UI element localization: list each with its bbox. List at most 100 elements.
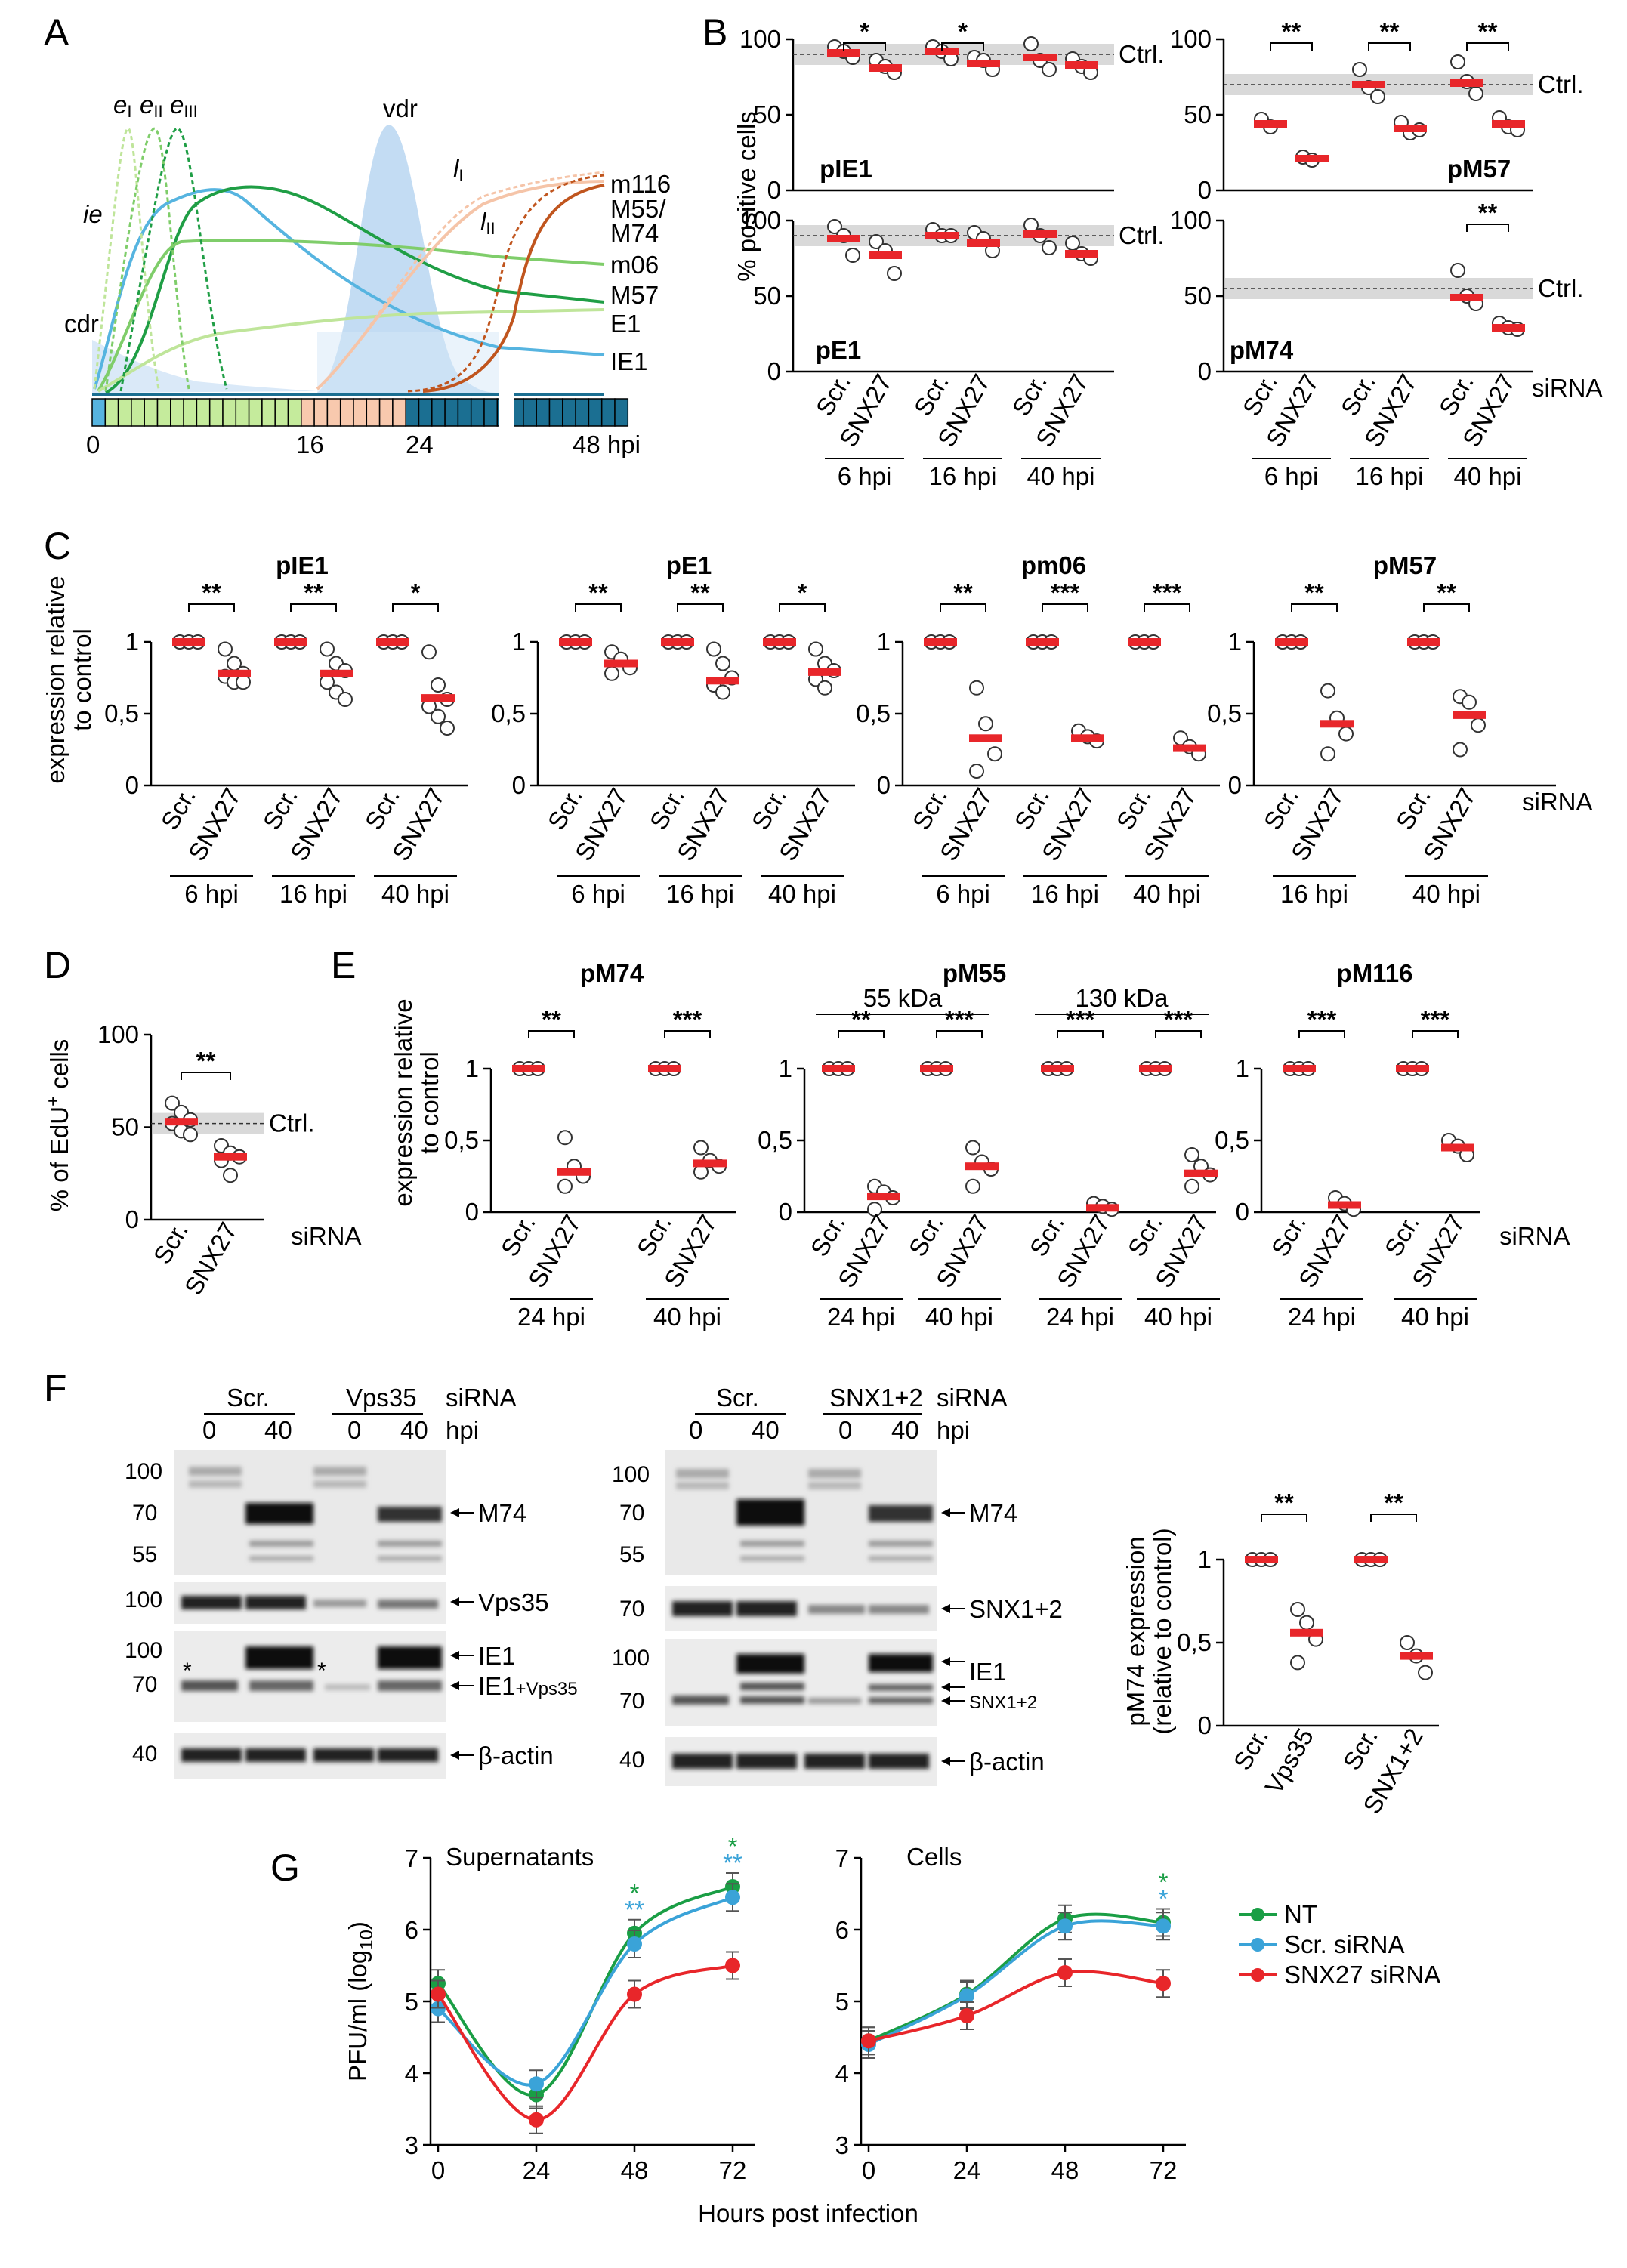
data-point — [1450, 54, 1465, 69]
median-bar — [1320, 720, 1354, 728]
series-point-SNX27 siRNA — [431, 1986, 446, 2002]
panel-c-ylabel-2: to control — [68, 628, 96, 731]
sig-bracket — [1466, 42, 1509, 51]
series-point-SNX27 siRNA — [1057, 1965, 1073, 1980]
tick-48: 48 hpi — [573, 430, 641, 458]
data-point — [1370, 89, 1385, 104]
blot1-mw3-100: 100 — [125, 1638, 162, 1663]
sig-stars: *** — [945, 1005, 974, 1033]
blot2-snx-label: SNX1+2 — [829, 1384, 923, 1412]
timeline-cell — [104, 398, 119, 427]
data-point — [1450, 263, 1465, 278]
label-e-i: eI — [113, 91, 131, 121]
blot1-label-ie1-vps35: IE1+Vps35 — [478, 1672, 578, 1700]
y-tick-label: 4 — [835, 2060, 849, 2087]
sig-bracket — [1298, 1030, 1345, 1038]
y-tick-label: 100 — [1170, 25, 1212, 53]
y-tick-label: 0,5 — [1177, 1628, 1212, 1656]
tick-16: 16 — [296, 430, 324, 458]
series-point-SNX27 siRNA — [627, 1986, 642, 2002]
panel-label-d: D — [44, 944, 71, 986]
series-point-SNX27 siRNA — [861, 2033, 876, 2049]
timeline-cell — [170, 398, 184, 427]
median-bar — [1139, 1065, 1172, 1072]
plot-title: pM55 — [943, 959, 1006, 987]
median-bar — [1026, 638, 1059, 646]
sig-bracket — [843, 42, 886, 51]
group-label: 6 hpi — [1264, 462, 1319, 490]
data-point — [421, 644, 437, 660]
timeline-cell — [353, 398, 368, 427]
data-point — [223, 1168, 238, 1183]
ctrl-label: Ctrl. — [1119, 40, 1165, 68]
x-label-scr: Scr. — [360, 783, 405, 835]
median-bar — [827, 235, 860, 242]
panel-b-plot-pIE1: 0 50 100 Ctrl. pIE1 * * — [739, 17, 1165, 204]
y-tick-label: 0 — [512, 771, 526, 799]
blot2-arrows — [941, 1508, 965, 1766]
legend-marker — [1251, 1968, 1264, 1982]
data-point — [431, 677, 446, 693]
y-tick-label: 1 — [1198, 1545, 1212, 1573]
blot2-scr-label: Scr. — [716, 1384, 759, 1412]
median-bar — [808, 668, 841, 676]
group-label: 6 hpi — [838, 462, 892, 490]
blot2-ie1-strip — [665, 1639, 937, 1726]
x-label-scr: Scr. — [258, 783, 303, 835]
timeline-cell — [235, 398, 250, 427]
timeline-cell — [444, 398, 459, 427]
median-bar — [1453, 711, 1486, 719]
data-point — [1320, 683, 1335, 699]
sig-stars: * — [411, 579, 421, 606]
x-label-scr: Scr. — [1258, 783, 1304, 835]
data-point — [693, 1140, 709, 1156]
sig-bracket — [1291, 603, 1338, 612]
series-point-Scr. siRNA — [959, 1988, 974, 2004]
y-tick-label: 0 — [767, 176, 781, 204]
timeline-cell — [457, 398, 472, 427]
data-point — [1290, 1655, 1305, 1671]
sig-nt: * — [630, 1879, 640, 1907]
plot-title: Cells — [906, 1843, 962, 1871]
x-label-scr: Scr. — [1379, 1210, 1425, 1261]
group-label: 40 hpi — [1401, 1303, 1469, 1331]
group-label: 6 hpi — [936, 880, 990, 908]
blot2-lane-1: 0 — [689, 1416, 702, 1444]
plot-title: pm06 — [1021, 551, 1086, 579]
sig-bracket — [1412, 1030, 1459, 1038]
series-point-SNX27 siRNA — [959, 2008, 974, 2023]
y-tick-label: 7 — [405, 1844, 418, 1872]
blot1-ie1-strip: * * — [174, 1631, 446, 1722]
median-bar — [1275, 638, 1308, 646]
sig-bracket — [181, 1072, 231, 1080]
x-label-scr: Scr. — [542, 783, 588, 835]
y-tick-label: 0,5 — [491, 699, 526, 727]
median-bar — [693, 1159, 727, 1168]
data-point — [693, 1164, 709, 1180]
blot1-label-actin: β-actin — [478, 1742, 554, 1770]
median-bar — [1396, 1065, 1429, 1072]
sig-stars: * — [860, 17, 869, 45]
sig-bracket — [1466, 224, 1509, 232]
data-point — [1400, 1635, 1415, 1650]
series-line-SNX27 siRNA — [437, 1964, 733, 2121]
y-tick-label: 3 — [835, 2131, 849, 2159]
x-tick-label: 72 — [719, 2156, 747, 2184]
y-tick-label: 100 — [739, 25, 781, 53]
median-bar — [967, 239, 1000, 247]
blot1-star-1: * — [183, 1659, 192, 1683]
blot1-sirna-label: siRNA — [446, 1384, 517, 1412]
y-tick-label: 3 — [405, 2131, 418, 2159]
cdr-shade — [92, 340, 317, 393]
median-bar — [1295, 155, 1329, 162]
timeline-cell — [313, 398, 329, 427]
data-point — [1468, 86, 1483, 101]
y-tick-label: 0 — [1236, 1198, 1249, 1226]
label-vdr: vdr — [383, 94, 418, 122]
median-bar — [867, 1193, 900, 1201]
